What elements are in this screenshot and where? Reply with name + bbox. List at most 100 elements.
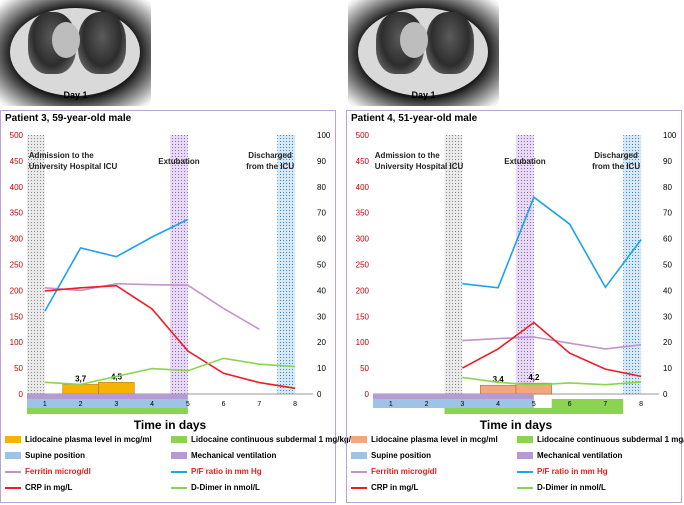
- left-tick-label: 400: [10, 183, 24, 192]
- legend-swatch: [5, 436, 21, 443]
- left-tick-label: 0: [19, 390, 24, 399]
- right-tick-label: 80: [317, 183, 326, 192]
- legend-item: D-Dimer in nmol/L: [171, 483, 260, 492]
- right-tick-label: 90: [663, 157, 672, 166]
- day-tick-label: 7: [603, 401, 607, 408]
- supine-position-band: [27, 399, 188, 408]
- left-tick-label: 450: [356, 157, 370, 166]
- x-axis-title: Time in days: [134, 418, 207, 432]
- left-tick-label: 350: [10, 209, 24, 218]
- chart-title: Patient 3, 59-year-old male: [5, 113, 132, 124]
- legend-item: Mechanical ventilation: [517, 451, 622, 460]
- day-tick-label: 5: [532, 401, 536, 408]
- legend-swatch: [517, 486, 533, 489]
- legend-label: Supine position: [25, 451, 85, 460]
- legend-swatch: [351, 436, 367, 443]
- lidocaine-continuous-band: [27, 408, 188, 414]
- legend-item: CRP in mg/L: [5, 483, 72, 492]
- day-tick-label: 2: [425, 401, 429, 408]
- day-tick-label: 1: [389, 401, 393, 408]
- right-tick-label: 70: [663, 209, 672, 218]
- legend-label: Ferritin microg/dl: [25, 467, 91, 476]
- legend-item: CRP in mg/L: [351, 483, 418, 492]
- right-tick-label: 100: [317, 131, 331, 140]
- chart-canvas: 0501001502002503003504004505000102030405…: [10, 131, 331, 432]
- day-tick-label: 7: [257, 401, 261, 408]
- right-tick-label: 10: [317, 364, 326, 373]
- discharged-annotation: Discharged: [248, 151, 292, 160]
- extubation-annotation: Extubation: [504, 157, 545, 166]
- patient-4-panel: Patient 4, 51-year-old male 0 50 100 150 200…: [346, 110, 684, 503]
- series-line-pf: [462, 195, 642, 289]
- legend-label: Mechanical ventilation: [537, 451, 623, 460]
- admission-annotation: Admission to the: [29, 151, 94, 160]
- legend-swatch: [351, 470, 367, 473]
- legend-item: P/F ratio in mm Hg: [171, 467, 262, 476]
- legend-label: D-Dimer in nmol/L: [537, 483, 606, 492]
- extubation-region: [516, 135, 534, 394]
- discharge-region: [623, 135, 642, 394]
- right-tick-label: 50: [663, 261, 672, 270]
- mechanical-ventilation-band: [27, 394, 188, 399]
- legend-label: Lidocaine continuous subdermal 1 mg/kg/h…: [537, 435, 684, 444]
- day-tick-label: 3: [114, 401, 118, 408]
- day-tick-label: 4: [496, 401, 500, 408]
- right-tick-label: 60: [663, 235, 672, 244]
- left-tick-label: 250: [356, 261, 370, 270]
- legend-item: Lidocaine plasma level in mcg/ml: [5, 435, 152, 444]
- plasma-level-bar: [480, 384, 517, 395]
- ct-scan-image: Day 1: [348, 0, 499, 106]
- day-tick-label: 5: [186, 401, 190, 408]
- x-axis-title: Time in days: [480, 418, 553, 432]
- series-line-crp: [462, 321, 642, 378]
- legend-swatch: [517, 470, 533, 473]
- admission-region: [444, 135, 463, 394]
- plasma-level-label: 3,4: [493, 375, 505, 384]
- legend-item: Lidocaine continuous subdermal 1 mg/kg/h…: [517, 435, 684, 444]
- legend-swatch: [351, 486, 367, 489]
- plasma-level-bar: [98, 382, 135, 395]
- extubation-region: [170, 135, 188, 394]
- ct-day-label: Day 1: [63, 90, 88, 100]
- series-line-ferritin_line: [44, 282, 260, 330]
- discharge-region: [277, 135, 296, 394]
- legend-swatch: [5, 470, 21, 473]
- right-tick-label: 100: [663, 131, 677, 140]
- mechanical-ventilation-band: [373, 394, 534, 399]
- chart-title: Patient 4, 51-year-old male: [351, 113, 478, 124]
- legend-label: Mechanical ventilation: [191, 451, 277, 460]
- left-tick-label: 500: [356, 131, 370, 140]
- right-tick-label: 70: [317, 209, 326, 218]
- left-tick-label: 450: [10, 157, 24, 166]
- patient-3-panel: Patient 3, 59-year-old male 0 50 100 150 200…: [0, 110, 359, 503]
- legend-label: Lidocaine continuous subdermal 1 mg/kg/h…: [191, 435, 360, 444]
- legend-item: D-Dimer in nmol/L: [517, 483, 606, 492]
- series-line-ddimer: [44, 357, 296, 386]
- ct-day-label: Day 1: [411, 90, 436, 100]
- legend-swatch: [5, 486, 21, 489]
- day-tick-label: 8: [639, 401, 643, 408]
- left-tick-label: 0: [365, 390, 370, 399]
- legend-label: CRP in mg/L: [25, 483, 73, 492]
- series-line-pf: [44, 218, 189, 312]
- day-tick-label: 2: [79, 401, 83, 408]
- legend-label: D-Dimer in nmol/L: [191, 483, 260, 492]
- right-tick-label: 90: [317, 157, 326, 166]
- day-tick-label: 8: [293, 401, 297, 408]
- right-tick-label: 50: [317, 261, 326, 270]
- right-tick-label: 30: [663, 312, 672, 321]
- left-tick-label: 500: [10, 131, 24, 140]
- right-tick-label: 10: [663, 364, 672, 373]
- legend-label: Lidocaine plasma level in mcg/ml: [371, 435, 498, 444]
- day-tick-label: 3: [460, 401, 464, 408]
- admission-annotation: University Hospital ICU: [375, 162, 464, 171]
- legend-item: Lidocaine continuous subdermal 1 mg/kg/h…: [171, 435, 359, 444]
- left-tick-label: 150: [10, 312, 24, 321]
- plasma-level-label: 4,2: [528, 373, 540, 382]
- legend-swatch: [171, 452, 187, 459]
- legend-label: P/F ratio in mm Hg: [191, 467, 262, 476]
- left-tick-label: 50: [360, 364, 369, 373]
- legend-item: Lidocaine plasma level in mcg/ml: [351, 435, 498, 444]
- legend-swatch: [517, 436, 533, 443]
- legend-label: Supine position: [371, 451, 431, 460]
